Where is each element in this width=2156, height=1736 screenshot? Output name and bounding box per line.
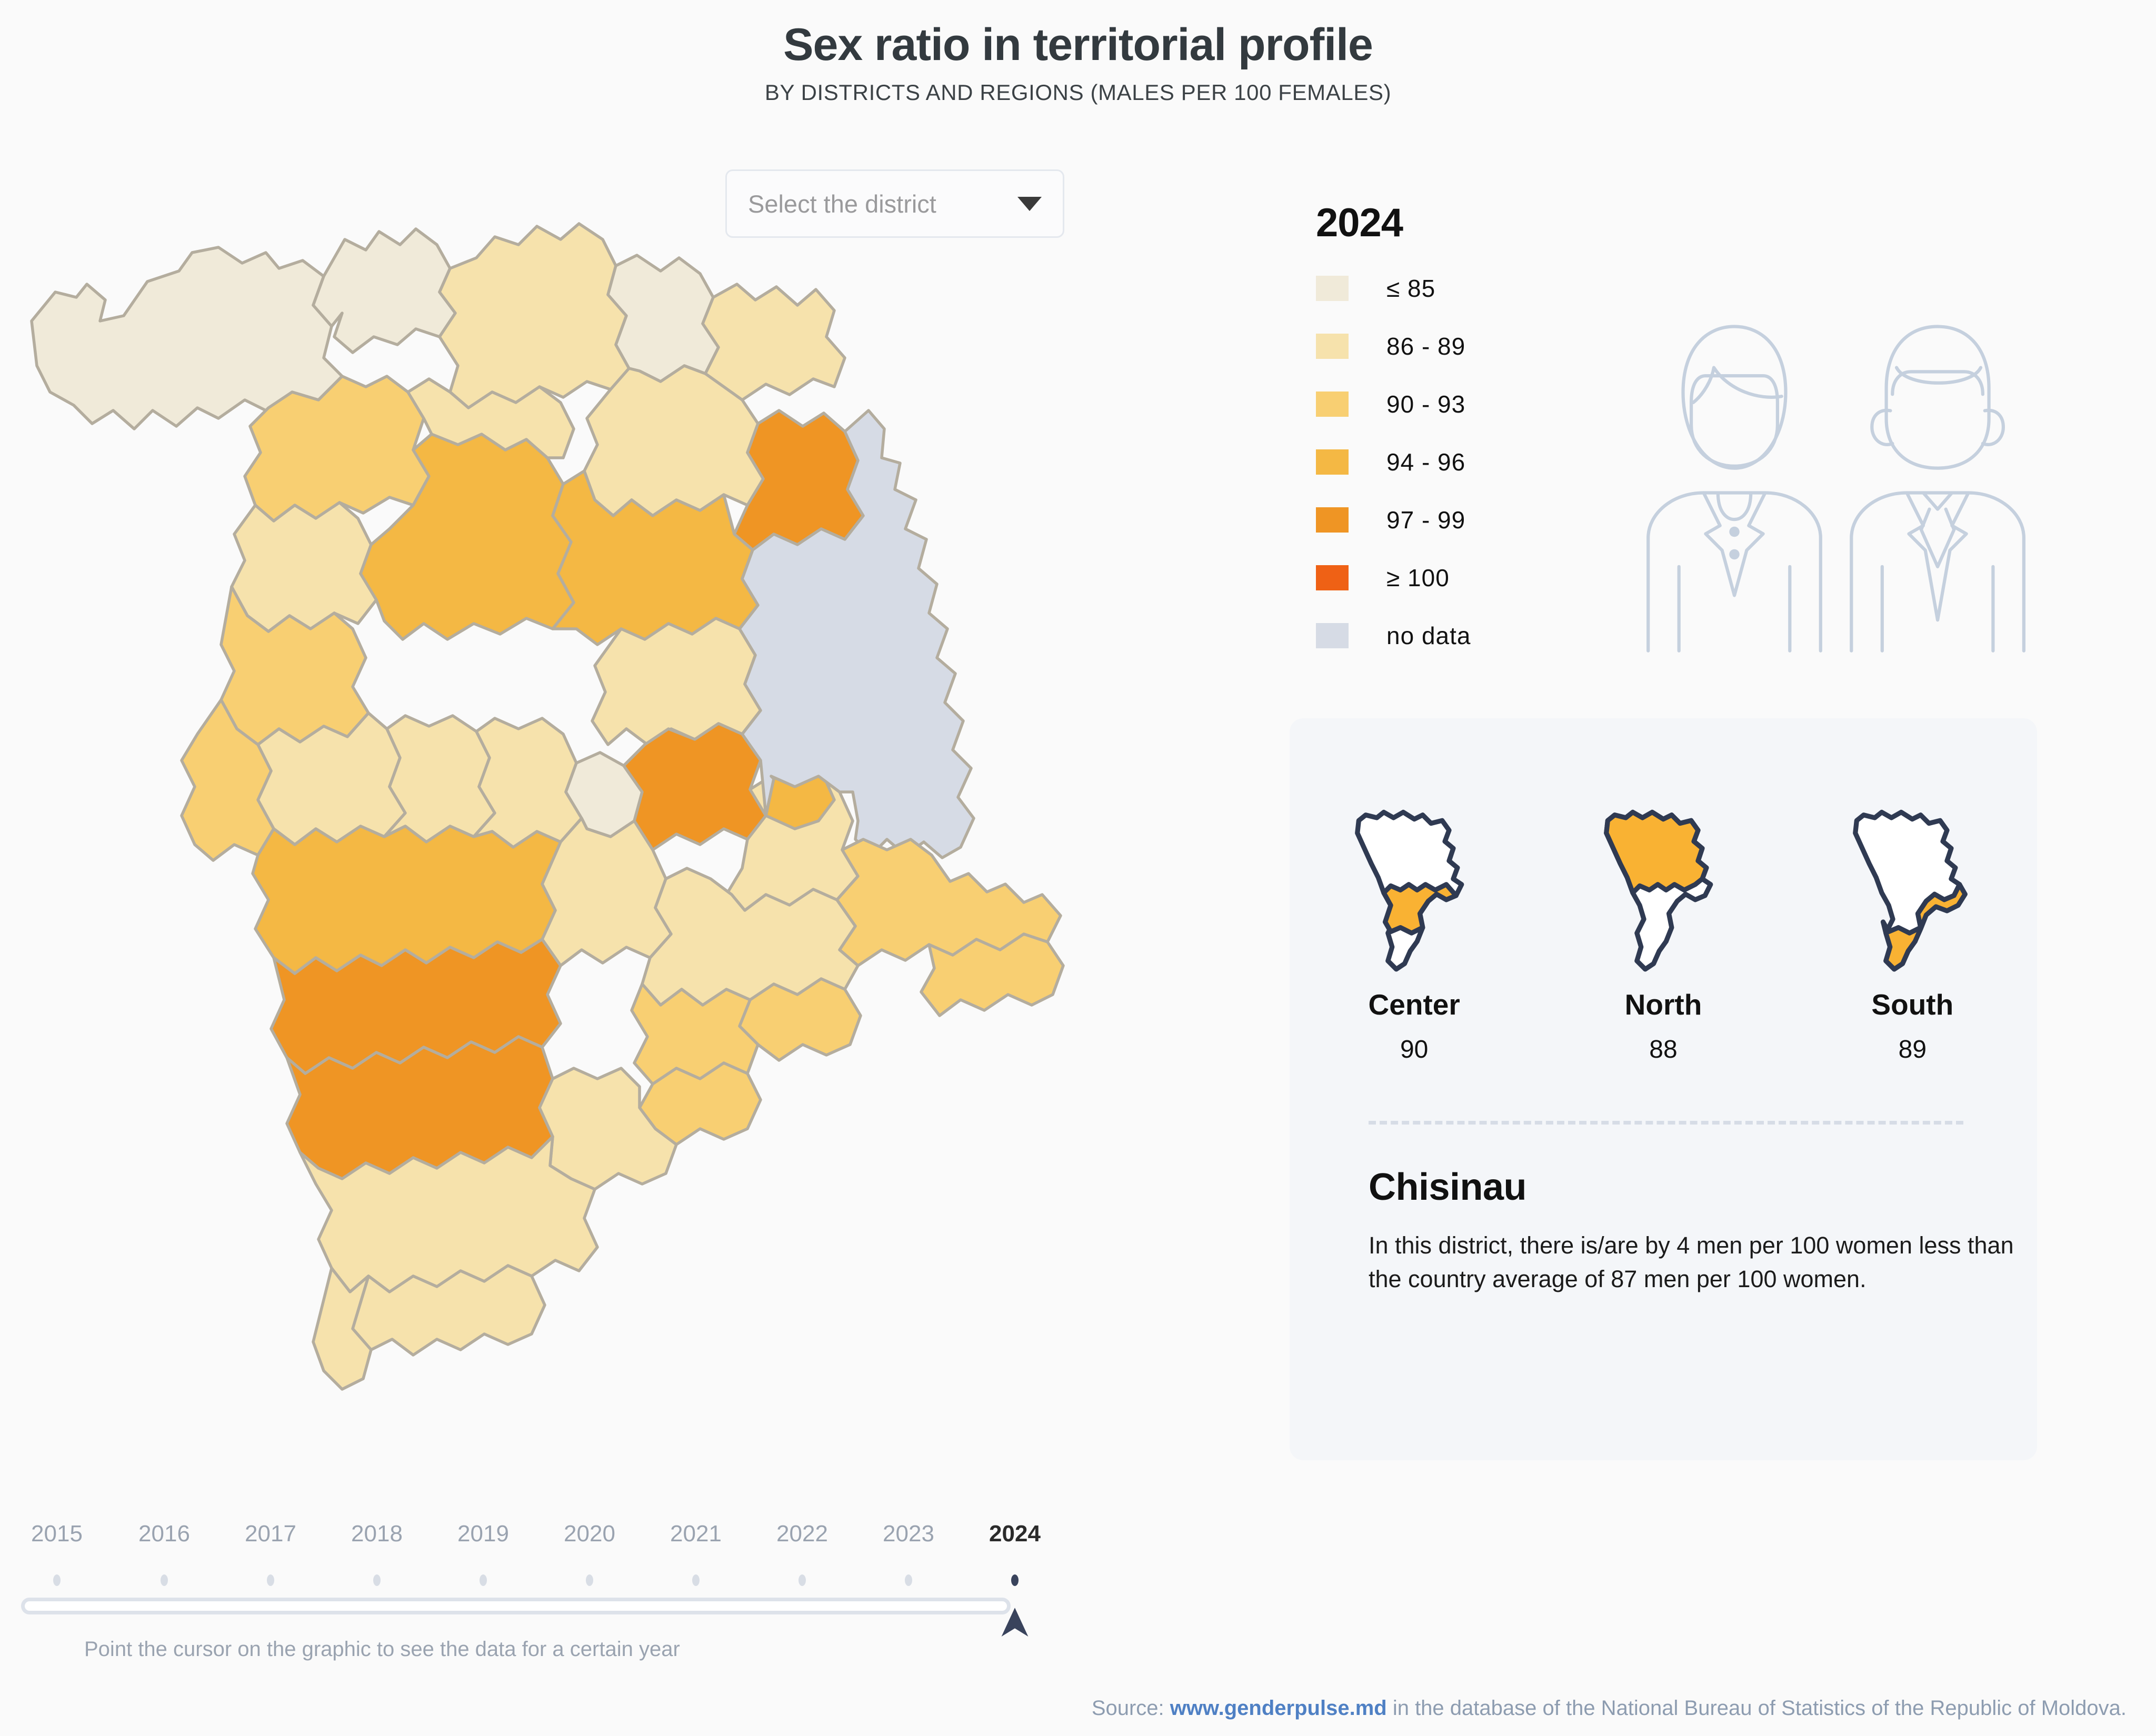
slider-handle-arrow-icon: [1001, 1608, 1029, 1637]
slider-hint: Point the cursor on the graphic to see t…: [84, 1638, 680, 1661]
legend-swatch: [1316, 507, 1349, 533]
year-label-2023[interactable]: 2023: [883, 1521, 934, 1547]
year-tick-2021[interactable]: [692, 1574, 700, 1586]
legend-year: 2024: [1316, 200, 1403, 245]
district-drochia[interactable]: [406, 377, 575, 459]
slider-track[interactable]: [21, 1593, 1084, 1637]
legend-swatch: [1316, 565, 1349, 590]
legend-swatch: [1316, 334, 1349, 359]
source-prefix: Source:: [1091, 1697, 1170, 1720]
legend-item-5[interactable]: ≥ 100: [1316, 559, 1684, 596]
slider-rail[interactable]: [21, 1598, 1011, 1614]
district-edinet[interactable]: [438, 222, 631, 409]
district-vulcanesti[interactable]: [351, 1264, 546, 1357]
legend-item-3[interactable]: 94 - 96: [1316, 444, 1684, 480]
slider-handle[interactable]: [994, 1591, 1036, 1637]
region-item-south[interactable]: South 89: [1788, 802, 2037, 1064]
man-and-woman-illustration: [1632, 310, 2042, 653]
district-soroca[interactable]: [701, 283, 846, 402]
legend-item-4[interactable]: 97 - 99: [1316, 501, 1684, 538]
district-select-placeholder: Select the district: [748, 189, 936, 218]
year-tick-2024[interactable]: [1011, 1574, 1019, 1586]
legend-item-1[interactable]: 86 - 89: [1316, 328, 1684, 365]
selected-district-name: Chisinau: [1369, 1166, 1527, 1208]
source-suffix: in the database of the National Bureau o…: [1386, 1697, 2127, 1720]
legend-item-2[interactable]: 90 - 93: [1316, 386, 1684, 423]
region-name: South: [1871, 988, 1954, 1021]
legend-label: no data: [1386, 622, 1471, 649]
year-label-2022[interactable]: 2022: [776, 1521, 828, 1547]
region-minimap-north: [1604, 809, 1713, 972]
district-ocnita[interactable]: [312, 227, 457, 354]
district-select[interactable]: Select the district: [725, 169, 1064, 238]
legend-label: 90 - 93: [1386, 390, 1466, 418]
legend-swatch: [1316, 623, 1349, 648]
year-tick-2018[interactable]: [373, 1574, 381, 1586]
region-minimap-south: [1853, 809, 1968, 972]
year-tick-2022[interactable]: [798, 1574, 806, 1586]
region-summary-list: Center 90 North 88 South 89: [1290, 802, 2037, 1064]
district-orhei[interactable]: [591, 617, 762, 746]
year-tick-2017[interactable]: [267, 1574, 274, 1586]
year-label-2016[interactable]: 2016: [138, 1521, 190, 1547]
district-cahul-south-tail[interactable]: [312, 1267, 373, 1391]
year-ticks: [21, 1570, 1084, 1590]
year-label-2017[interactable]: 2017: [245, 1521, 296, 1547]
district-ungheni[interactable]: [180, 698, 275, 862]
legend-swatch: [1316, 276, 1349, 301]
district-stefan-voda[interactable]: [920, 932, 1065, 1017]
legend-label: 86 - 89: [1386, 333, 1466, 360]
source-footer: Source: www.genderpulse.md in the databa…: [0, 1697, 2127, 1720]
legend-label: 97 - 99: [1386, 506, 1466, 534]
year-tick-2023[interactable]: [905, 1574, 912, 1586]
woman-icon: [1646, 325, 1822, 653]
region-value: 89: [1898, 1036, 1927, 1063]
legend-label: ≤ 85: [1386, 275, 1436, 302]
page-subtitle: BY DISTRICTS AND REGIONS (MALES PER 100 …: [764, 80, 1392, 105]
details-card: Center 90 North 88 South 89 Chisinau In …: [1290, 718, 2037, 1460]
district-causeni[interactable]: [835, 838, 1062, 967]
moldova-choropleth-map[interactable]: [21, 200, 1232, 1489]
legend-label: ≥ 100: [1386, 564, 1450, 591]
chevron-down-icon: [1017, 196, 1042, 211]
legend-label: 94 - 96: [1386, 448, 1466, 476]
year-label-2024[interactable]: 2024: [989, 1521, 1041, 1547]
district-nisporeni[interactable]: [256, 711, 407, 846]
year-label-2020[interactable]: 2020: [564, 1521, 615, 1547]
district-glodeni[interactable]: [230, 501, 378, 633]
legend-swatch: [1316, 449, 1349, 475]
district-straseni[interactable]: [472, 717, 583, 849]
selected-district-description: In this district, there is/are by 4 men …: [1369, 1232, 2014, 1292]
region-name: North: [1624, 988, 1702, 1021]
legend-item-6[interactable]: no data: [1316, 617, 1684, 654]
district-donduseni[interactable]: [606, 254, 720, 383]
year-tick-2016[interactable]: [161, 1574, 168, 1586]
region-value: 88: [1649, 1036, 1678, 1063]
legend-item-0[interactable]: ≤ 85: [1316, 270, 1684, 307]
year-label-2015[interactable]: 2015: [31, 1521, 83, 1547]
legend-swatch: [1316, 392, 1349, 417]
region-name: Center: [1368, 988, 1460, 1021]
year-label-2018[interactable]: 2018: [351, 1521, 403, 1547]
year-tick-2020[interactable]: [586, 1574, 593, 1586]
card-divider: [1369, 1121, 1963, 1125]
page-title: Sex ratio in territorial profile: [783, 19, 1373, 70]
map-legend: 2024 ≤ 85 86 - 89 90 - 93 94 - 96 97 - 9…: [1316, 200, 1684, 675]
page-header: Sex ratio in territorial profile BY DIST…: [0, 21, 2156, 105]
district-riscani[interactable]: [243, 375, 431, 523]
region-minimap-center: [1354, 809, 1464, 972]
year-tick-2019[interactable]: [480, 1574, 487, 1586]
year-label-2019[interactable]: 2019: [457, 1521, 509, 1547]
year-slider[interactable]: 2015 2016 2017 2018 2019 2020 2021 2022 …: [21, 1521, 1084, 1661]
region-item-north[interactable]: North 88: [1539, 802, 1788, 1064]
year-labels: 2015 2016 2017 2018 2019 2020 2021 2022 …: [21, 1521, 1084, 1558]
year-label-2021[interactable]: 2021: [670, 1521, 722, 1547]
region-item-center[interactable]: Center 90: [1290, 802, 1539, 1064]
source-link[interactable]: www.genderpulse.md: [1170, 1697, 1387, 1720]
region-value: 90: [1400, 1036, 1429, 1063]
year-tick-2015[interactable]: [53, 1574, 61, 1586]
man-icon: [1850, 325, 2026, 653]
